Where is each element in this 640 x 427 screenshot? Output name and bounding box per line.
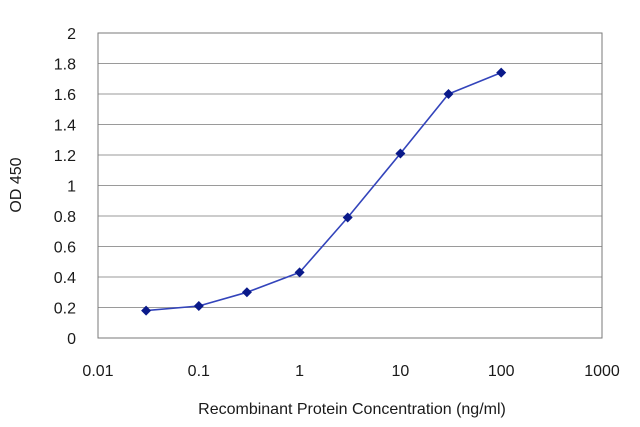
y-tick-label: 1.6 [54,87,76,104]
data-point [496,67,507,78]
data-point [193,301,204,311]
data-point [241,287,252,298]
x-axis-title: Recombinant Protein Concentration (ng/ml… [198,401,506,418]
y-tick-label: 0.4 [54,270,76,287]
series [141,67,507,316]
y-tick-label: 2 [67,26,76,43]
plot-area [97,32,603,339]
y-tick-labels: 0 0.2 0.4 0.6 0.8 1 1.2 1.4 1.6 1.8 2 [54,26,76,348]
data-point [294,267,305,278]
y-tick-label: 1.4 [54,118,76,135]
y-axis-title: OD 450 [8,157,25,212]
x-tick-label: 1 [295,363,304,380]
y-tick-label: 0.8 [54,209,76,226]
data-point [141,305,152,316]
x-tick-label: 0.01 [82,363,113,380]
x-tick-labels: 0.01 0.1 1 10 100 1000 [82,363,619,380]
y-tick-label: 1.8 [54,57,76,74]
y-tick-label: 1 [67,179,76,196]
y-tick-label: 0.2 [54,301,76,318]
data-point [395,148,406,159]
y-tick-label: 0 [67,331,76,348]
x-tick-label: 0.1 [188,363,210,380]
x-tick-label: 1000 [584,363,620,380]
x-tick-label: 10 [392,363,410,380]
grid-lines [98,63,602,308]
x-tick-label: 100 [488,363,515,380]
series-line [146,71,502,312]
y-tick-label: 1.2 [54,148,76,165]
data-point [342,212,353,223]
y-tick-label: 0.6 [54,240,76,257]
data-point [443,89,454,99]
